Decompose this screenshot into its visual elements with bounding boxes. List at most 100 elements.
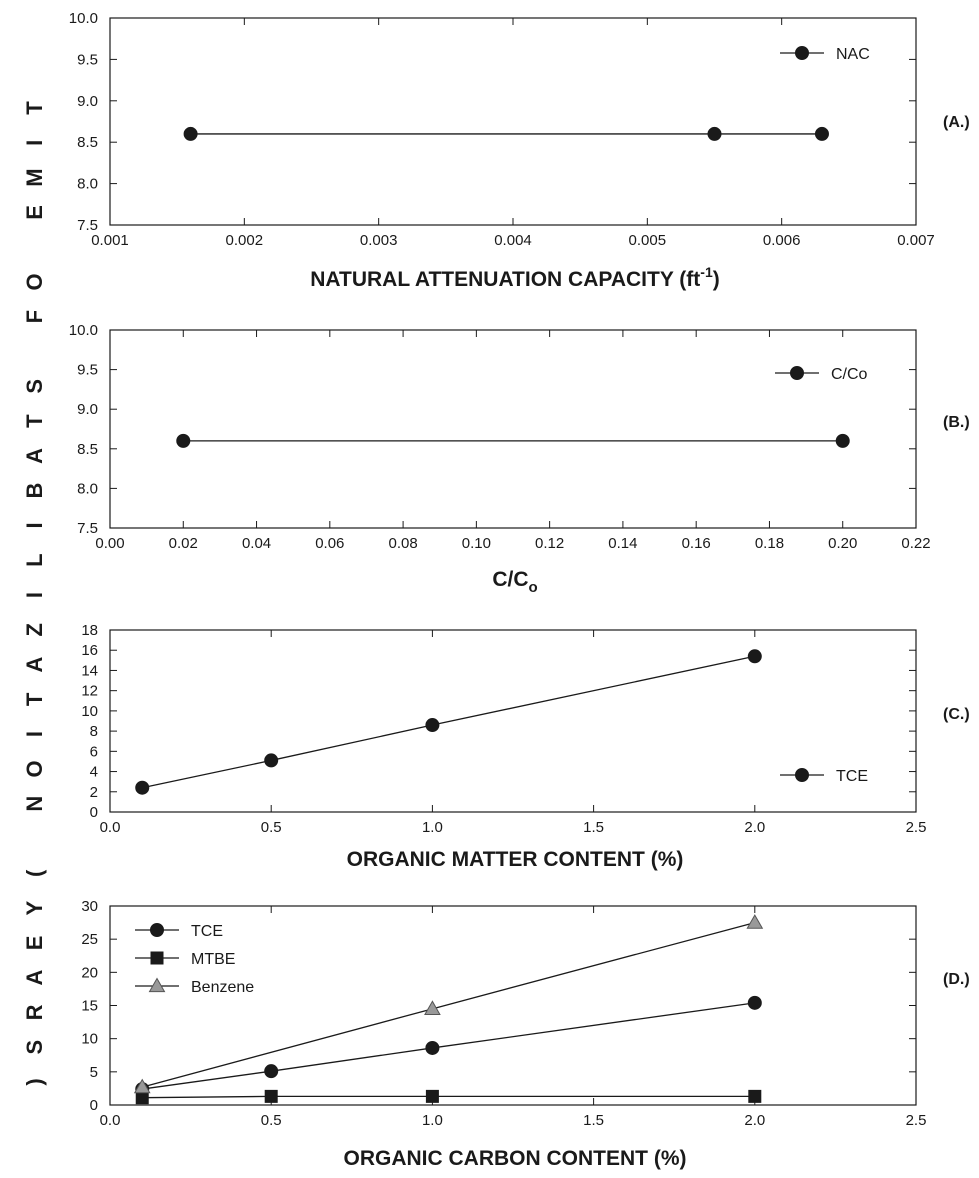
x-tick-label: 0.5 [261, 1112, 282, 1129]
x-tick-label: 0.20 [828, 535, 857, 552]
y-axis-title-letter: I [22, 592, 47, 598]
x-tick-label: 0.18 [755, 535, 784, 552]
y-axis-title-letter: A [22, 970, 47, 986]
plot-frame [109, 629, 917, 813]
series-line [142, 1002, 755, 1090]
x-tick-label: 0.00 [95, 535, 124, 552]
plot-frame [109, 17, 917, 226]
x-tick-label: 1.0 [422, 819, 443, 836]
x-tick-label: 0.003 [360, 232, 398, 249]
data-point [707, 126, 722, 141]
data-point [748, 1089, 762, 1103]
x-tick-label: 0.04 [242, 535, 271, 552]
data-point [135, 780, 150, 795]
data-point [183, 126, 198, 141]
x-tick-label: 0.10 [462, 535, 491, 552]
y-tick-label: 16 [81, 642, 98, 659]
data-point [264, 753, 279, 768]
series-tce [135, 995, 762, 1097]
x-tick-label: 1.5 [583, 1112, 604, 1129]
y-tick-label: 4 [90, 764, 98, 781]
y-axis-title-letter: O [22, 760, 47, 777]
data-point [747, 649, 762, 664]
series-line [142, 921, 755, 1088]
y-axis-title-letter: ( [22, 869, 47, 877]
y-tick-label: 0 [90, 1097, 98, 1114]
x-tick-label: 2.5 [906, 819, 927, 836]
y-axis-title-letter: N [22, 796, 47, 812]
y-axis-title-letter: T [22, 414, 47, 428]
y-axis-title-letter: S [22, 1040, 47, 1055]
x-tick-label: 0.08 [388, 535, 417, 552]
x-tick-label: 1.0 [422, 1112, 443, 1129]
data-point [176, 433, 191, 448]
data-point [425, 1089, 439, 1103]
panel-tag: (C.) [943, 706, 970, 723]
y-tick-label: 12 [81, 683, 98, 700]
legend: C/Co [775, 366, 868, 383]
x-tick-label: 0.06 [315, 535, 344, 552]
x-tick-label: 0.0 [100, 1112, 121, 1129]
series-tce [135, 649, 762, 795]
legend-label: Benzene [191, 979, 254, 996]
x-tick-label: 0.006 [763, 232, 801, 249]
legend: TCE [780, 768, 868, 785]
data-point [814, 126, 829, 141]
x-tick-label: 2.5 [906, 1112, 927, 1129]
y-tick-label: 7.5 [77, 520, 98, 537]
y-axis-title-letter: A [22, 657, 47, 673]
panel-tag: (A.) [943, 114, 970, 131]
y-tick-label: 10 [81, 1031, 98, 1048]
x-tick-label: 0.5 [261, 819, 282, 836]
x-tick-label: 0.002 [226, 232, 264, 249]
shared-y-axis-label: T I M E O F S T A B I L I Z A T I O N (Y E A R S) [22, 101, 47, 1086]
series-c-co [176, 433, 850, 448]
panel-tag: (B.) [943, 414, 970, 431]
y-axis-title-letter: O [22, 273, 47, 290]
legend-marker [150, 923, 164, 937]
series-mtbe [135, 1089, 762, 1105]
legend-label: TCE [191, 923, 223, 940]
x-tick-label: 0.22 [901, 535, 930, 552]
x-tick-label: 0.004 [494, 232, 532, 249]
y-tick-label: 30 [81, 898, 98, 915]
y-tick-label: 6 [90, 743, 98, 760]
y-tick-label: 8.0 [77, 480, 98, 497]
series-benzene [133, 914, 764, 1094]
legend: NAC [780, 46, 870, 63]
y-axis-title-letter: T [22, 692, 47, 706]
data-point [133, 1078, 151, 1094]
x-axis-title: ORGANIC MATTER CONTENT (%) [347, 848, 684, 871]
y-axis-title-letter: A [22, 448, 47, 464]
y-axis-title-letter: I [22, 731, 47, 737]
y-axis-title-letter: M [22, 168, 47, 186]
y-tick-label: 9.5 [77, 362, 98, 379]
panel-3: 0.0 0.5 1.0 1.5 2.0 2.5 0 2 4 6 8 10 12 14 16 18 ORGANIC… [81, 622, 969, 871]
y-axis-title-letter: I [22, 522, 47, 528]
data-point [747, 995, 762, 1010]
data-point [424, 1000, 441, 1015]
y-tick-label: 20 [81, 964, 98, 981]
data-point [264, 1064, 279, 1079]
legend-label: C/Co [831, 366, 868, 383]
legend-marker [148, 977, 166, 993]
data-point [264, 1089, 278, 1103]
y-tick-label: 7.5 [77, 217, 98, 234]
y-axis-title-letter: Z [22, 623, 47, 636]
panel-1: 0.001 0.002 0.003 0.004 0.005 0.006 0.007 7.5 8.… [69, 10, 970, 291]
y-tick-label: 25 [81, 931, 98, 948]
x-tick-label: 0.16 [682, 535, 711, 552]
legend: TCE MTBE Benzene [135, 923, 254, 996]
legend-marker [795, 46, 809, 60]
y-tick-label: 0 [90, 804, 98, 821]
y-tick-label: 8 [90, 723, 98, 740]
y-axis-title-letter: E [22, 936, 47, 951]
x-axis-title: C/Co [492, 568, 537, 596]
x-tick-label: 0.12 [535, 535, 564, 552]
y-tick-label: 18 [81, 622, 98, 639]
y-axis-title-letter: R [22, 1004, 47, 1020]
y-tick-label: 5 [90, 1064, 98, 1081]
x-axis-title: ORGANIC CARBON CONTENT (%) [344, 1147, 687, 1170]
panel-2: 0.00 0.02 0.04 0.06 0.08 0.10 0.12 0.14 0.16 0.18… [69, 322, 970, 596]
